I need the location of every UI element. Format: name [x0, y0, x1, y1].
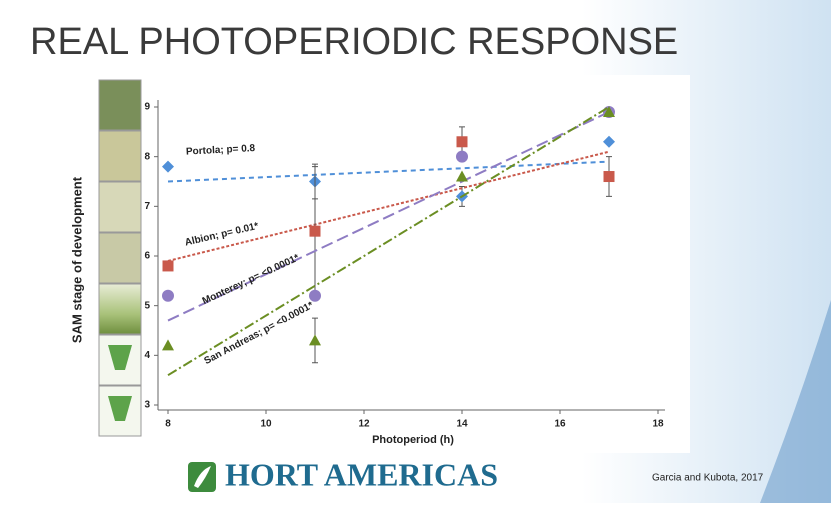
point	[163, 260, 174, 271]
slide-title: REAL PHOTOPERIODIC RESPONSE	[30, 21, 678, 63]
x-tick-label: 16	[554, 419, 566, 430]
x-tick-label: 12	[358, 419, 370, 430]
y-tick-label: 8	[144, 151, 150, 162]
point	[457, 136, 468, 147]
x-tick-label: 14	[456, 419, 468, 430]
chart-area	[95, 75, 690, 453]
stage-image	[99, 131, 141, 181]
y-tick-label: 9	[144, 102, 150, 113]
page: {"slide": {"title": "REAL PHOTOPERIODIC …	[0, 0, 831, 503]
stage-image	[99, 80, 141, 130]
point	[162, 290, 174, 302]
x-tick-label: 18	[652, 419, 664, 430]
slide: REAL PHOTOPERIODIC RESPONSE SAM stage of…	[0, 0, 831, 503]
logo-text: HORT AMERICAS	[225, 456, 498, 492]
point	[310, 226, 321, 237]
point	[456, 151, 468, 163]
x-tick-label: 8	[165, 419, 171, 430]
point	[604, 171, 615, 182]
x-axis-label: Photoperiod (h)	[372, 434, 454, 446]
y-tick-label: 5	[144, 300, 150, 311]
credit: Garcia and Kubota, 2017	[652, 473, 764, 484]
stage-image	[99, 233, 141, 283]
y-axis-label: SAM stage of development	[69, 176, 84, 343]
stage-images	[99, 80, 141, 436]
y-tick-label: 3	[144, 400, 150, 411]
stage-image	[99, 182, 141, 232]
y-tick-label: 6	[144, 251, 150, 262]
logo: HORT AMERICAS	[188, 456, 498, 492]
y-tick-label: 4	[144, 350, 150, 361]
stage-image	[99, 284, 141, 334]
point	[309, 290, 321, 302]
y-tick-label: 7	[144, 201, 150, 212]
x-tick-label: 10	[260, 419, 272, 430]
